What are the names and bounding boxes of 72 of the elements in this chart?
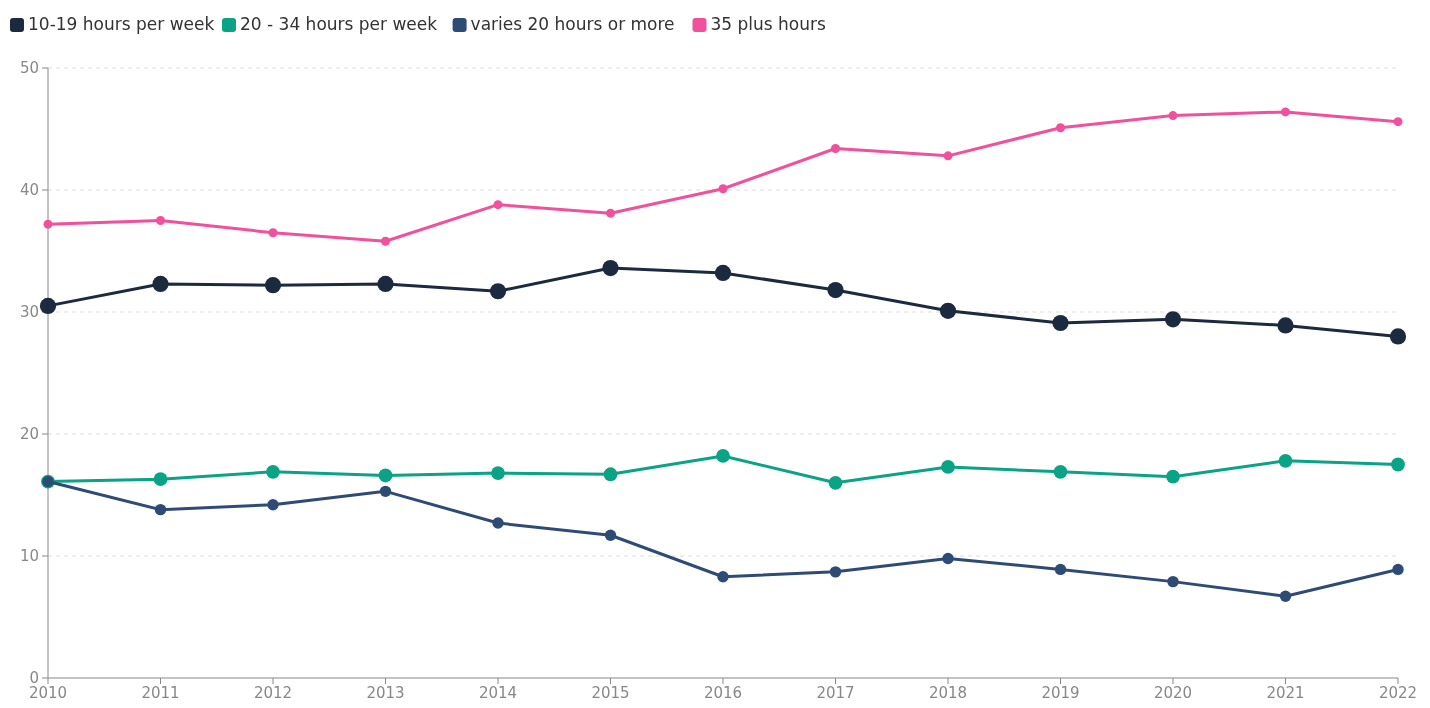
point [827,281,844,299]
x-tick-label: 2021 [1266,684,1305,702]
point [831,144,840,154]
point [492,517,504,529]
point [1393,117,1403,127]
y-tick-label: 30 [19,303,39,322]
x-tick-label: 2016 [703,684,743,702]
point [1168,111,1178,121]
x-tick-label: 2018 [928,684,968,702]
x-tick-label: 2015 [591,684,630,702]
point [154,503,167,516]
point [606,208,615,218]
point [828,475,843,490]
point [43,219,53,229]
x-tick-label: 2011 [141,684,180,702]
y-tick-label: 10 [19,547,39,566]
x-tick-label: 2014 [478,684,518,702]
point [714,264,732,282]
legend-label: varies 20 hours or more [470,14,675,34]
x-tick-label: 2019 [1041,684,1080,702]
point [1166,469,1180,484]
point [377,275,394,293]
point [493,200,503,210]
point [267,499,279,511]
point [1389,328,1407,345]
point [266,464,280,479]
point [1167,575,1179,588]
point [153,472,168,487]
y-tick-label: 40 [19,181,39,200]
point [717,571,729,583]
x-tick-label: 2010 [28,684,68,702]
point [718,184,728,194]
point [1056,123,1065,133]
y-tick-label: 50 [19,59,39,78]
x-tick-label: 2012 [253,684,293,702]
point [1392,563,1404,576]
point [1053,464,1068,479]
point [491,466,505,480]
x-tick-label: 2013 [366,684,405,702]
point [716,449,730,463]
point [156,216,165,225]
point [942,552,954,565]
point [1278,453,1293,468]
point [489,283,507,300]
point [379,485,392,498]
point [943,151,953,161]
point [152,275,169,293]
point [1391,457,1405,472]
point [1164,311,1182,328]
legend-label: 20 - 34 hours per week [240,14,438,34]
point [941,460,955,474]
x-tick-label: 2022 [1378,684,1418,702]
point [264,277,282,294]
point [602,259,619,277]
point [603,467,618,482]
point [268,228,278,238]
point [381,236,390,246]
point [378,468,393,483]
legend-label: 10-19 hours per week [28,14,215,34]
point [604,529,617,541]
point [1277,317,1294,334]
x-tick-label: 2020 [1153,684,1193,702]
point [1279,590,1292,602]
x-tick-label: 2017 [816,684,855,702]
point [829,566,842,578]
point [939,302,957,319]
point [39,297,57,314]
point [1052,314,1069,332]
y-tick-label: 20 [19,425,39,444]
point [1054,563,1067,576]
legend-label: 35 plus hours [710,14,827,34]
point [1281,107,1290,117]
